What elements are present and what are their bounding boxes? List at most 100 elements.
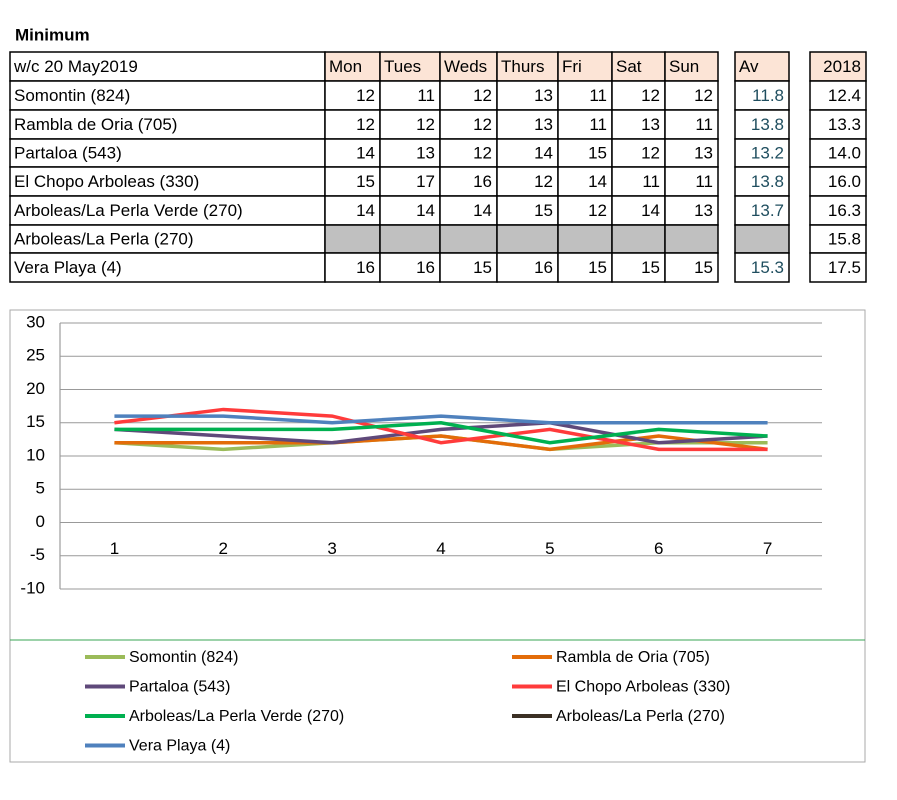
table-cell bbox=[557, 195, 613, 226]
y-tick-label: 0 bbox=[36, 512, 45, 531]
legend-label: Rambla de Oria (705) bbox=[556, 649, 710, 666]
cell-text: 14 bbox=[588, 172, 607, 191]
table-cell bbox=[809, 252, 867, 283]
table-cell bbox=[809, 195, 867, 226]
table-cell bbox=[734, 80, 790, 111]
legend-label: Somontin (824) bbox=[129, 649, 238, 666]
cell-text: 12 bbox=[356, 86, 375, 105]
cell-text: 15.8 bbox=[828, 229, 861, 248]
table-cell bbox=[439, 109, 498, 140]
cell-text: 11 bbox=[695, 172, 713, 191]
cell-text: Sun bbox=[669, 57, 699, 76]
cell-text: 12 bbox=[641, 143, 660, 162]
cell-text: 15 bbox=[694, 258, 713, 277]
table-cell bbox=[496, 224, 559, 254]
table-cell bbox=[664, 51, 719, 82]
table-cell bbox=[809, 166, 867, 197]
cell-text: Somontin (824) bbox=[14, 86, 130, 105]
legend-label: Arboleas/La Perla Verde (270) bbox=[129, 708, 344, 725]
x-tick-label: 4 bbox=[436, 539, 445, 558]
cell-text: 12 bbox=[473, 86, 492, 105]
cell-text: 15.3 bbox=[751, 258, 784, 277]
table-cell bbox=[439, 80, 498, 111]
cell-text: 17.5 bbox=[828, 258, 861, 277]
series-line bbox=[114, 414, 768, 425]
table-cell bbox=[557, 80, 613, 111]
cell-text: 13 bbox=[416, 143, 435, 162]
table-cell bbox=[734, 195, 790, 226]
table-cell bbox=[439, 51, 498, 82]
cell-text: 14 bbox=[416, 201, 435, 220]
cell-text: 14 bbox=[356, 201, 375, 220]
table-cell bbox=[496, 195, 559, 226]
table-cell bbox=[9, 51, 326, 82]
cell-text: Fri bbox=[562, 57, 582, 76]
table-cell bbox=[9, 138, 326, 168]
table-cell bbox=[809, 224, 867, 254]
cell-text: 15 bbox=[356, 172, 375, 191]
table-cell bbox=[734, 252, 790, 283]
table-cell bbox=[439, 166, 498, 197]
table-cell bbox=[734, 51, 790, 82]
cell-text: 11 bbox=[417, 86, 435, 105]
cell-text: 16 bbox=[534, 258, 553, 277]
cell-text: Arboleas/La Perla (270) bbox=[14, 229, 194, 248]
table-cell bbox=[496, 109, 559, 140]
table-cell bbox=[611, 51, 666, 82]
cell-text: 13 bbox=[534, 115, 553, 134]
table-cell bbox=[496, 252, 559, 283]
cell-text: 12 bbox=[588, 201, 607, 220]
sheet-title: Minimum bbox=[15, 25, 90, 44]
table-cell bbox=[557, 51, 613, 82]
cell-text: Arboleas/La Perla Verde (270) bbox=[14, 201, 243, 220]
table-cell bbox=[9, 109, 326, 140]
cell-text: 12 bbox=[694, 86, 713, 105]
table-cell bbox=[734, 109, 790, 140]
table-cell bbox=[809, 109, 867, 140]
cell-text: 11 bbox=[589, 115, 607, 134]
cell-text: 12 bbox=[473, 115, 492, 134]
x-tick-label: 2 bbox=[219, 539, 228, 558]
table-cell bbox=[379, 109, 441, 140]
series-line bbox=[114, 420, 768, 445]
cell-text: 13 bbox=[641, 115, 660, 134]
cell-text: 12 bbox=[473, 143, 492, 162]
cell-text: 2018 bbox=[823, 57, 861, 76]
table-cell bbox=[379, 252, 441, 283]
table-cell bbox=[379, 51, 441, 82]
x-tick-label: 1 bbox=[110, 539, 119, 558]
cell-text: 17 bbox=[416, 172, 435, 191]
series-line bbox=[114, 420, 768, 445]
cell-text: 12 bbox=[356, 115, 375, 134]
legend-label: Partaloa (543) bbox=[129, 679, 230, 696]
cell-text: 13.3 bbox=[828, 115, 861, 134]
cell-text: 15 bbox=[534, 201, 553, 220]
table-cell bbox=[664, 138, 719, 168]
cell-text: 16 bbox=[473, 172, 492, 191]
cell-text: 11 bbox=[695, 115, 713, 134]
table-cell bbox=[379, 224, 441, 254]
table-cell bbox=[557, 224, 613, 254]
cell-text: 13.8 bbox=[751, 172, 784, 191]
cell-text: 14 bbox=[356, 143, 375, 162]
legend-label: Vera Playa (4) bbox=[129, 738, 230, 755]
cell-text: 16.0 bbox=[828, 172, 861, 191]
y-tick-label: 15 bbox=[26, 412, 45, 431]
cell-text: 14 bbox=[534, 143, 553, 162]
cell-text: Weds bbox=[444, 57, 487, 76]
cell-text: 13 bbox=[694, 201, 713, 220]
y-tick-label: 10 bbox=[26, 445, 45, 464]
chart-frame bbox=[9, 309, 866, 763]
cell-text: Sat bbox=[616, 57, 642, 76]
cell-text: 12 bbox=[416, 115, 435, 134]
cell-text: Partaloa (543) bbox=[14, 143, 122, 162]
cell-text: Mon bbox=[329, 57, 362, 76]
cell-text: Rambla de Oria (705) bbox=[14, 115, 177, 134]
x-tick-label: 3 bbox=[327, 539, 336, 558]
cell-text: Av bbox=[739, 57, 759, 76]
cell-text: Tues bbox=[384, 57, 421, 76]
x-tick-label: 6 bbox=[654, 539, 663, 558]
table-cell bbox=[496, 80, 559, 111]
cell-text: 15 bbox=[641, 258, 660, 277]
